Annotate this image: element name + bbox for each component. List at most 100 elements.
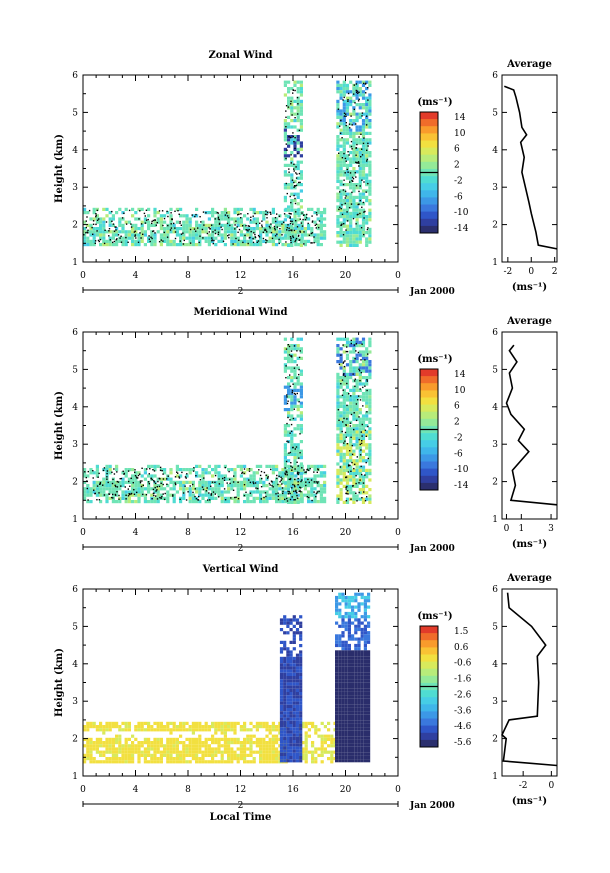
- heatmap-cell: [105, 500, 109, 504]
- heatmap-cell: [249, 477, 253, 481]
- contour-mark: [277, 495, 279, 497]
- heatmap-cell: [239, 220, 243, 224]
- heatmap-cell: [287, 205, 291, 209]
- heatmap-cell: [283, 427, 287, 431]
- heatmap-cell: [342, 147, 346, 151]
- heatmap-cell: [345, 109, 350, 113]
- heatmap-cell: [143, 747, 147, 751]
- heatmap-cell: [336, 427, 340, 431]
- colorbar-swatch: [420, 418, 438, 427]
- heatmap-cell: [361, 147, 366, 151]
- contour-mark: [352, 178, 355, 180]
- heatmap-cell: [293, 376, 297, 380]
- heatmap-cell: [310, 487, 314, 491]
- contour-mark: [259, 474, 262, 477]
- heatmap-cell: [265, 728, 269, 732]
- heatmap-cell: [172, 757, 176, 761]
- contour-mark: [257, 487, 259, 490]
- heatmap-cell: [95, 493, 99, 497]
- heatmap-cell: [352, 475, 356, 479]
- heatmap-cell: [293, 237, 297, 241]
- contour-mark: [115, 229, 117, 231]
- colorbar-tick-label: -6: [454, 449, 463, 459]
- heatmap-cell: [339, 211, 343, 215]
- heatmap-cell: [287, 125, 291, 129]
- heatmap-cell: [301, 721, 305, 725]
- heatmap-cell: [299, 449, 303, 453]
- heatmap-cell: [153, 464, 157, 468]
- heatmap-cell: [99, 744, 103, 748]
- y-tick-label: 4: [72, 403, 78, 413]
- heatmap-cell: [236, 464, 240, 468]
- heatmap-cell: [268, 728, 272, 732]
- heatmap-cell: [319, 484, 323, 488]
- heatmap-cell: [358, 449, 362, 453]
- heatmap-cell: [275, 480, 279, 484]
- heatmap-cell: [286, 669, 290, 673]
- heatmap-cell: [347, 656, 351, 660]
- heatmap-cell: [249, 220, 253, 224]
- contour-mark: [355, 492, 357, 494]
- heatmap-cell: [127, 500, 131, 504]
- contour-mark: [271, 484, 273, 487]
- heatmap-cell: [283, 347, 287, 351]
- heatmap-cell: [290, 433, 294, 437]
- heatmap-cell: [345, 385, 350, 389]
- heatmap-cell: [86, 728, 90, 732]
- heatmap-cell: [287, 122, 291, 126]
- contour-mark: [343, 112, 346, 114]
- heatmap-cell: [351, 599, 355, 603]
- heatmap-cell: [330, 750, 334, 754]
- heatmap-cell: [292, 672, 296, 676]
- heatmap-cell: [354, 669, 358, 673]
- heatmap-cell: [365, 433, 369, 437]
- contour-mark: [121, 217, 124, 219]
- heatmap-cell: [349, 491, 353, 495]
- heatmap-cell: [259, 757, 263, 761]
- heatmap-cell: [89, 471, 93, 475]
- heatmap-cell: [347, 730, 351, 734]
- heatmap-cell: [319, 490, 323, 494]
- heatmap-cell: [349, 340, 353, 344]
- heatmap-cell: [349, 151, 353, 155]
- heatmap-cell: [172, 223, 176, 227]
- colorbar-swatch: [420, 482, 438, 491]
- heatmap-cell: [249, 741, 253, 745]
- heatmap-cell: [137, 480, 141, 484]
- heatmap-cell: [296, 151, 300, 155]
- contour-mark: [361, 148, 363, 150]
- contour-mark: [347, 465, 350, 467]
- heatmap-cell: [342, 138, 346, 142]
- heatmap-cell: [246, 243, 250, 247]
- contour-mark: [294, 393, 297, 395]
- heatmap-cell: [201, 744, 205, 748]
- heatmap-cell: [336, 446, 340, 450]
- heatmap-cell: [268, 236, 272, 240]
- heatmap-cell: [349, 350, 353, 354]
- contour-mark: [285, 241, 287, 243]
- heatmap-cell: [182, 236, 186, 240]
- heatmap-cell: [159, 487, 163, 491]
- heatmap-cell: [349, 103, 353, 107]
- heatmap-cell: [335, 634, 339, 638]
- heatmap-cell: [347, 698, 351, 702]
- contour-mark: [170, 223, 172, 225]
- heatmap-cell: [204, 737, 208, 741]
- heatmap-cell: [354, 755, 358, 760]
- heatmap-cell: [143, 737, 147, 741]
- heatmap-cell: [127, 233, 131, 237]
- heatmap-cell: [358, 240, 362, 244]
- heatmap-cell: [283, 669, 287, 673]
- heatmap-cell: [175, 468, 179, 472]
- heatmap-cell: [351, 656, 355, 660]
- contour-mark: [291, 487, 293, 489]
- heatmap-cell: [83, 236, 87, 240]
- heatmap-cell: [296, 478, 300, 482]
- heatmap-cell: [339, 347, 343, 351]
- heatmap-cell: [351, 679, 355, 683]
- heatmap-cell: [352, 350, 356, 354]
- heatmap-cell: [311, 753, 315, 757]
- heatmap-cell: [223, 233, 227, 237]
- heatmap-cell: [336, 163, 340, 167]
- contour-mark: [252, 481, 254, 483]
